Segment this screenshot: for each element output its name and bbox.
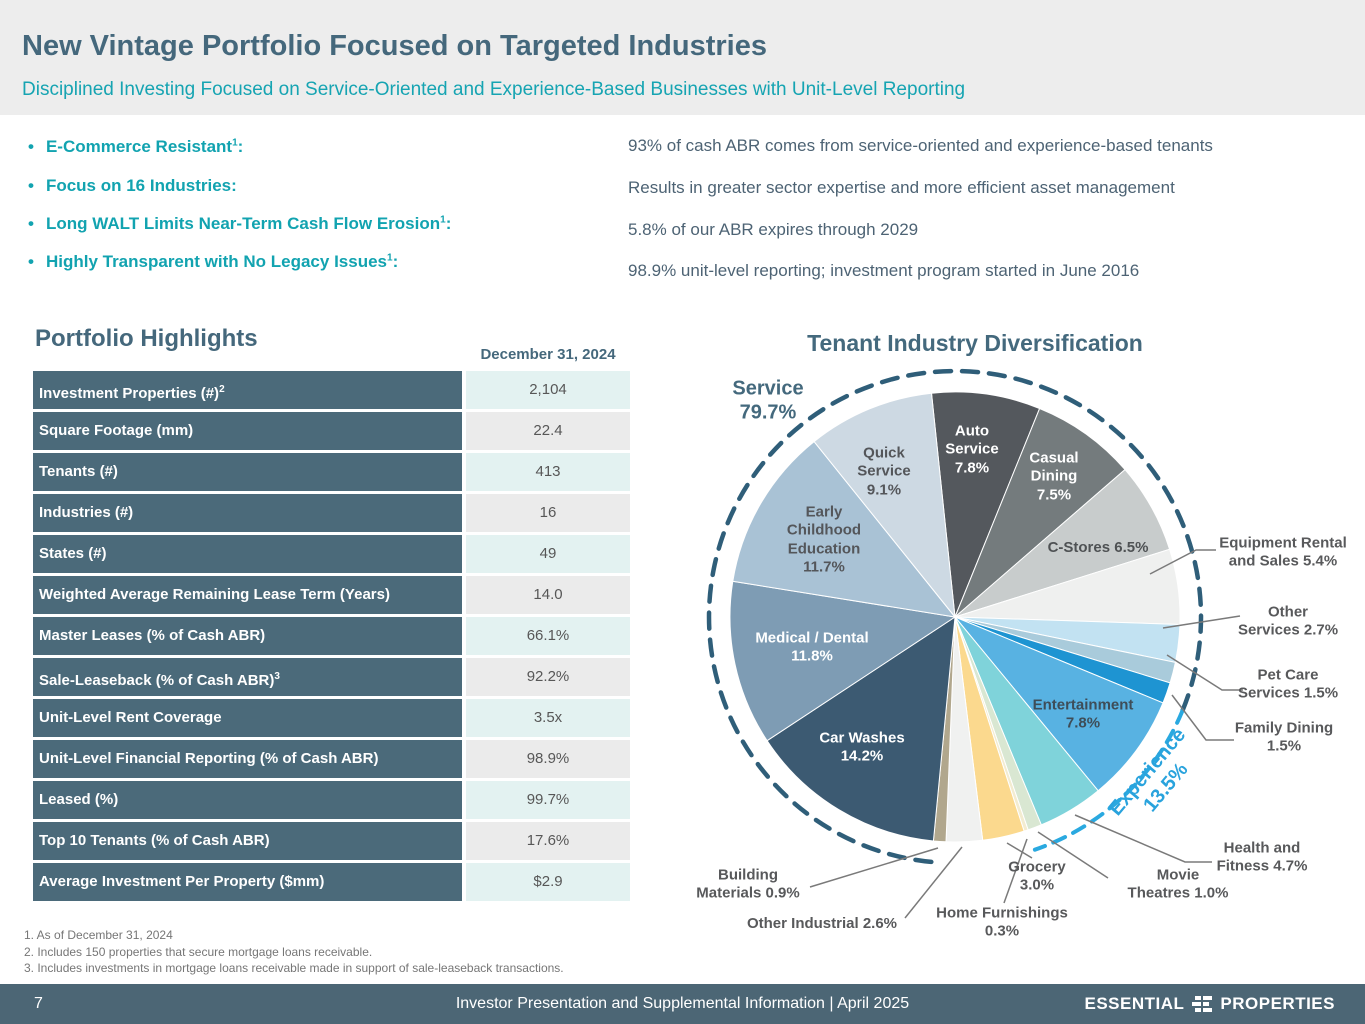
- row-label: Investment Properties (#)2: [33, 371, 462, 409]
- page-title: New Vintage Portfolio Focused on Targete…: [22, 30, 767, 62]
- table-row: Industries (#) 16: [33, 494, 633, 532]
- pie-slice-casual-dining: [954, 407, 1126, 618]
- row-value: 3.5x: [466, 699, 630, 737]
- grocery-leader: [1006, 842, 1033, 859]
- footnote-line: 1. As of December 31, 2024: [24, 928, 173, 942]
- row-label: States (#): [33, 535, 462, 573]
- pie-slice-medical-dental: [729, 580, 957, 742]
- footer-text: Investor Presentation and Supplemental I…: [455, 995, 910, 1012]
- other-industrial-leader: [904, 846, 963, 919]
- table-row: Investment Properties (#)2 2,104: [33, 371, 633, 409]
- row-value: 413: [466, 453, 630, 491]
- page-number: 7: [34, 995, 43, 1012]
- row-value: 16: [466, 494, 630, 532]
- row-value: 98.9%: [466, 740, 630, 778]
- essential-properties-logo: ESSENTIAL PROPERTIES: [1085, 984, 1336, 1024]
- pie-slice-early-childhood-education: [732, 440, 957, 618]
- chart-title: Tenant Industry Diversification: [807, 330, 1143, 356]
- row-value: 14.0: [466, 576, 630, 614]
- pie-slice-entertainment: [954, 616, 1164, 792]
- row-value: 92.2%: [466, 658, 630, 696]
- table-row: Unit-Level Financial Reporting (% of Cas…: [33, 740, 633, 778]
- row-label: Unit-Level Rent Coverage: [33, 699, 462, 737]
- pie-slice-auto-service: [930, 391, 1041, 618]
- logo-text-right: PROPERTIES: [1220, 994, 1335, 1013]
- bullet-text: Long WALT Limits Near-Term Cash Flow Ero…: [45, 214, 452, 233]
- bullet-text: Highly Transparent with No Legacy Issues…: [45, 252, 399, 271]
- statement-text: Results in greater sector expertise and …: [628, 178, 1175, 197]
- pie-slice-car-washes: [766, 616, 956, 842]
- family-dining-leader: [1171, 694, 1234, 741]
- bullet-dot: •: [28, 176, 34, 195]
- pie-slice-quick-service: [813, 392, 956, 619]
- table-row: Tenants (#) 413: [33, 453, 633, 491]
- page-subtitle: Disciplined Investing Focused on Service…: [22, 79, 966, 100]
- row-value: $2.9: [466, 863, 630, 901]
- logo-text-left: ESSENTIAL: [1084, 994, 1185, 1013]
- table-row: States (#) 49: [33, 535, 633, 573]
- tenant-industry-pie-chart: [706, 368, 1243, 919]
- health-fitness-leader: [1074, 814, 1212, 863]
- row-label: Unit-Level Financial Reporting (% of Cas…: [33, 740, 462, 778]
- statement-text: 93% of cash ABR comes from service-orien…: [628, 136, 1213, 155]
- portfolio-highlights-title: Portfolio Highlights: [35, 325, 258, 352]
- row-value: 99.7%: [466, 781, 630, 819]
- table-row: Sale-Leaseback (% of Cash ABR)3 92.2%: [33, 658, 633, 696]
- table-row: Top 10 Tenants (% of Cash ABR) 17.6%: [33, 822, 633, 860]
- movie-theatres-leader: [1037, 831, 1109, 879]
- table-row: Leased (%) 99.7%: [33, 781, 633, 819]
- footnote-line: 3. Includes investments in mortgage loan…: [24, 961, 564, 975]
- other-services-leader: [1162, 615, 1241, 629]
- statement-text: 98.9% unit-level reporting; investment p…: [628, 261, 1140, 280]
- table-row: Master Leases (% of Cash ABR) 66.1%: [33, 617, 633, 655]
- footnote-line: 2. Includes 150 properties that secure m…: [24, 944, 373, 959]
- row-value: 22.4: [466, 412, 630, 450]
- experience-group-arc: [1032, 708, 1185, 852]
- row-label: Master Leases (% of Cash ABR): [33, 617, 462, 655]
- bullet-item: • Focus on 16 Industries:: [22, 176, 622, 196]
- row-label: Square Footage (mm): [33, 412, 462, 450]
- bullet-item: • Long WALT Limits Near-Term Cash Flow Er…: [22, 214, 622, 234]
- row-label: Sale-Leaseback (% of Cash ABR)3: [33, 658, 462, 696]
- home-furnishings-leader: [1003, 838, 1028, 904]
- row-label: Industries (#): [33, 494, 462, 532]
- portfolio-column-header: December 31, 2024: [480, 346, 616, 363]
- table-row: Square Footage (mm) 22.4: [33, 412, 633, 450]
- bullet-item: • Highly Transparent with No Legacy Issue…: [22, 252, 622, 272]
- building-materials-leader: [809, 847, 939, 888]
- pet-care-leader: [1166, 654, 1243, 691]
- service-group-arc: [706, 368, 1204, 865]
- table-row: Weighted Average Remaining Lease Term (Y…: [33, 576, 633, 614]
- row-label: Tenants (#): [33, 453, 462, 491]
- row-label: Average Investment Per Property ($mm): [33, 863, 462, 901]
- logo-mark-icon: [1192, 995, 1213, 1013]
- bullet-dot: •: [28, 252, 34, 271]
- row-value: 2,104: [466, 371, 630, 409]
- row-value: 66.1%: [466, 617, 630, 655]
- statement-text: 5.8% of our ABR expires through 2029: [628, 220, 919, 239]
- row-value: 49: [466, 535, 630, 573]
- bullet-dot: •: [28, 214, 34, 233]
- table-row: Unit-Level Rent Coverage 3.5x: [33, 699, 633, 737]
- bullet-text: E-Commerce Resistant1:: [45, 137, 244, 156]
- portfolio-highlights-table: Investment Properties (#)2 2,104 Square Fo…: [33, 371, 633, 904]
- row-label: Leased (%): [33, 781, 462, 819]
- footnotes: 1. As of December 31, 2024 2. Includes 15…: [24, 927, 564, 977]
- row-value: 17.6%: [466, 822, 630, 860]
- table-row: Average Investment Per Property ($mm) $2.…: [33, 863, 633, 901]
- bullet-item: • E-Commerce Resistant1:: [22, 137, 622, 157]
- equipment-rental-leader: [1149, 549, 1216, 575]
- footer-bar: 7 Investor Presentation and Supplemental…: [0, 984, 1365, 1024]
- bullet-dot: •: [28, 137, 34, 156]
- header-band: [0, 0, 1365, 115]
- row-label: Top 10 Tenants (% of Cash ABR): [33, 822, 462, 860]
- row-label: Weighted Average Remaining Lease Term (Y…: [33, 576, 462, 614]
- bullet-text: Focus on 16 Industries:: [45, 176, 237, 195]
